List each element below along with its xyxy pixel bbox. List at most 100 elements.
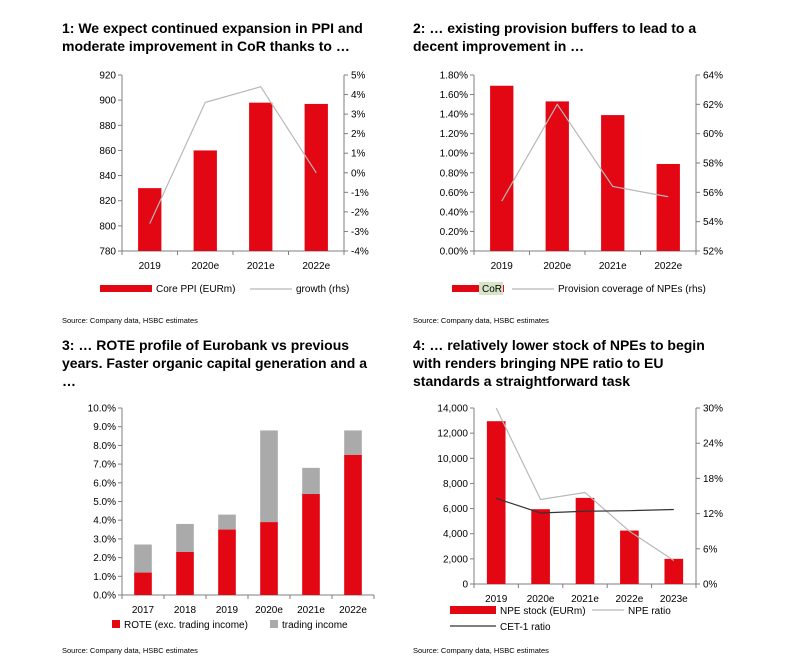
chart-1-title-line2: moderate improvement in CoR thanks to … <box>62 38 350 54</box>
y2-tick-label: 12% <box>703 509 723 520</box>
legend-swatch-rote <box>112 620 120 628</box>
legend-label: CoR <box>482 284 502 295</box>
bar <box>138 188 162 251</box>
y2-tick-label: 30% <box>703 404 723 415</box>
bar <box>601 115 625 251</box>
y2-tick-label: -3% <box>351 227 369 238</box>
y-tick-label: 7.0% <box>93 460 116 471</box>
x-tick-label: 2018 <box>174 605 197 616</box>
chart-2-source: Source: Company data, HSBC estimates <box>413 316 549 325</box>
legend-label: ROTE (exc. trading income) <box>124 620 248 631</box>
y-tick-label: 5.0% <box>93 497 116 508</box>
chart-4-title-line1: 4: … relatively lower stock of NPEs to b… <box>413 337 705 353</box>
y-tick-label: 0 <box>462 580 468 591</box>
y2-tick-label: 4% <box>351 90 366 101</box>
x-tick-label: 2022e <box>654 261 682 272</box>
y-tick-label: 0.40% <box>440 207 468 218</box>
chart-4-title: 4: … relatively lower stock of NPEs to b… <box>413 336 705 390</box>
legend-swatch-bar <box>452 285 504 292</box>
y-tick-label: 900 <box>99 96 116 107</box>
bar <box>575 497 595 584</box>
bar-trading-income <box>218 514 236 530</box>
chart-1-source: Source: Company data, HSBC estimates <box>62 316 198 325</box>
bar-trading-income <box>134 544 152 573</box>
y-tick-label: 1.20% <box>440 129 468 140</box>
chart-3-title-line2: years. Faster organic capital generation… <box>62 355 367 371</box>
x-tick-label: 2020e <box>543 261 571 272</box>
y2-tick-label: 2% <box>351 129 366 140</box>
x-tick-label: 2019 <box>216 605 239 616</box>
bar <box>304 103 328 251</box>
chart-1-title: 1: We expect continued expansion in PPI … <box>62 19 363 55</box>
y2-tick-label: 0% <box>703 580 718 591</box>
y-tick-label: 6,000 <box>443 504 468 515</box>
chart-4: 0 2,000 4,000 6,000 8,000 10,000 12,000 14,000 0… <box>437 404 723 634</box>
y2-tick-label: -4% <box>351 247 369 258</box>
y-tick-label: 12,000 <box>437 429 468 440</box>
y2-tick-label: 24% <box>703 439 723 450</box>
x-tick-label: 2022e <box>302 261 330 272</box>
x-tick-label: 2022e <box>615 594 643 605</box>
y-tick-label: 9.0% <box>93 422 116 433</box>
y-tick-label: 0.20% <box>440 227 468 238</box>
chart-4-source: Source: Company data, HSBC estimates <box>413 646 549 655</box>
chart-1-title-line1: 1: We expect continued expansion in PPI … <box>62 20 363 36</box>
legend-swatch-bar <box>100 285 152 292</box>
chart-2-title: 2: … existing provision buffers to lead … <box>413 19 696 55</box>
y2-tick-label: 60% <box>703 129 723 140</box>
y2-tick-label: 56% <box>703 188 723 199</box>
bar <box>664 558 684 584</box>
x-tick-label: 2019 <box>485 594 508 605</box>
y2-tick-label: 52% <box>703 247 723 258</box>
y-tick-label: 1.80% <box>440 71 468 82</box>
x-tick-label: 2020e <box>527 594 555 605</box>
y2-tick-label: 0% <box>351 168 366 179</box>
series-line <box>149 86 317 224</box>
y-tick-label: 840 <box>99 171 116 182</box>
x-tick-label: 2020e <box>255 605 283 616</box>
y-tick-label: 0.0% <box>93 591 116 602</box>
chart-3-source: Source: Company data, HSBC estimates <box>62 646 198 655</box>
y2-tick-label: 3% <box>351 110 366 121</box>
chart-3-title-line3: … <box>62 373 76 389</box>
legend-highlight <box>479 282 503 295</box>
y-tick-label: 1.40% <box>440 110 468 121</box>
chart-2-title-line2: decent improvement in … <box>413 38 585 54</box>
bar <box>193 150 217 251</box>
legend-label: growth (rhs) <box>296 284 349 295</box>
bar <box>249 102 273 252</box>
bar-trading-income <box>176 523 194 552</box>
y-tick-label: 6.0% <box>93 478 116 489</box>
x-tick-label: 2021e <box>247 261 275 272</box>
bar <box>545 101 569 252</box>
bar <box>656 163 680 251</box>
legend-label: NPE ratio <box>628 606 671 617</box>
bar <box>490 85 514 251</box>
x-tick-label: 2021e <box>571 594 599 605</box>
y-tick-label: 860 <box>99 146 116 157</box>
y-tick-label: 8.0% <box>93 441 116 452</box>
legend-label: Provision coverage of NPEs (rhs) <box>558 284 706 295</box>
y-tick-label: 2,000 <box>443 554 468 565</box>
x-tick-label: 2019 <box>491 261 514 272</box>
y-tick-label: 1.00% <box>440 149 468 160</box>
legend-label: Core PPI (EURm) <box>156 284 235 295</box>
x-tick-label: 2021e <box>297 605 325 616</box>
y-tick-label: 4.0% <box>93 516 116 527</box>
bar-rote <box>260 522 278 595</box>
y2-tick-label: 64% <box>703 71 723 82</box>
y2-tick-label: 62% <box>703 100 723 111</box>
chart-4-title-line2: with renders bringing NPE ratio to EU <box>413 355 664 371</box>
y-tick-label: 2.0% <box>93 553 116 564</box>
y-tick-label: 800 <box>99 221 116 232</box>
y-tick-label: 3.0% <box>93 534 116 545</box>
y-tick-label: 780 <box>99 247 116 258</box>
y-tick-label: 920 <box>99 71 116 82</box>
y-tick-label: 0.80% <box>440 168 468 179</box>
y-tick-label: 1.60% <box>440 90 468 101</box>
y2-tick-label: 58% <box>703 159 723 170</box>
y2-tick-label: 6% <box>703 544 718 555</box>
series-line <box>495 407 675 562</box>
series-line <box>501 103 669 202</box>
bar-trading-income <box>302 467 320 495</box>
